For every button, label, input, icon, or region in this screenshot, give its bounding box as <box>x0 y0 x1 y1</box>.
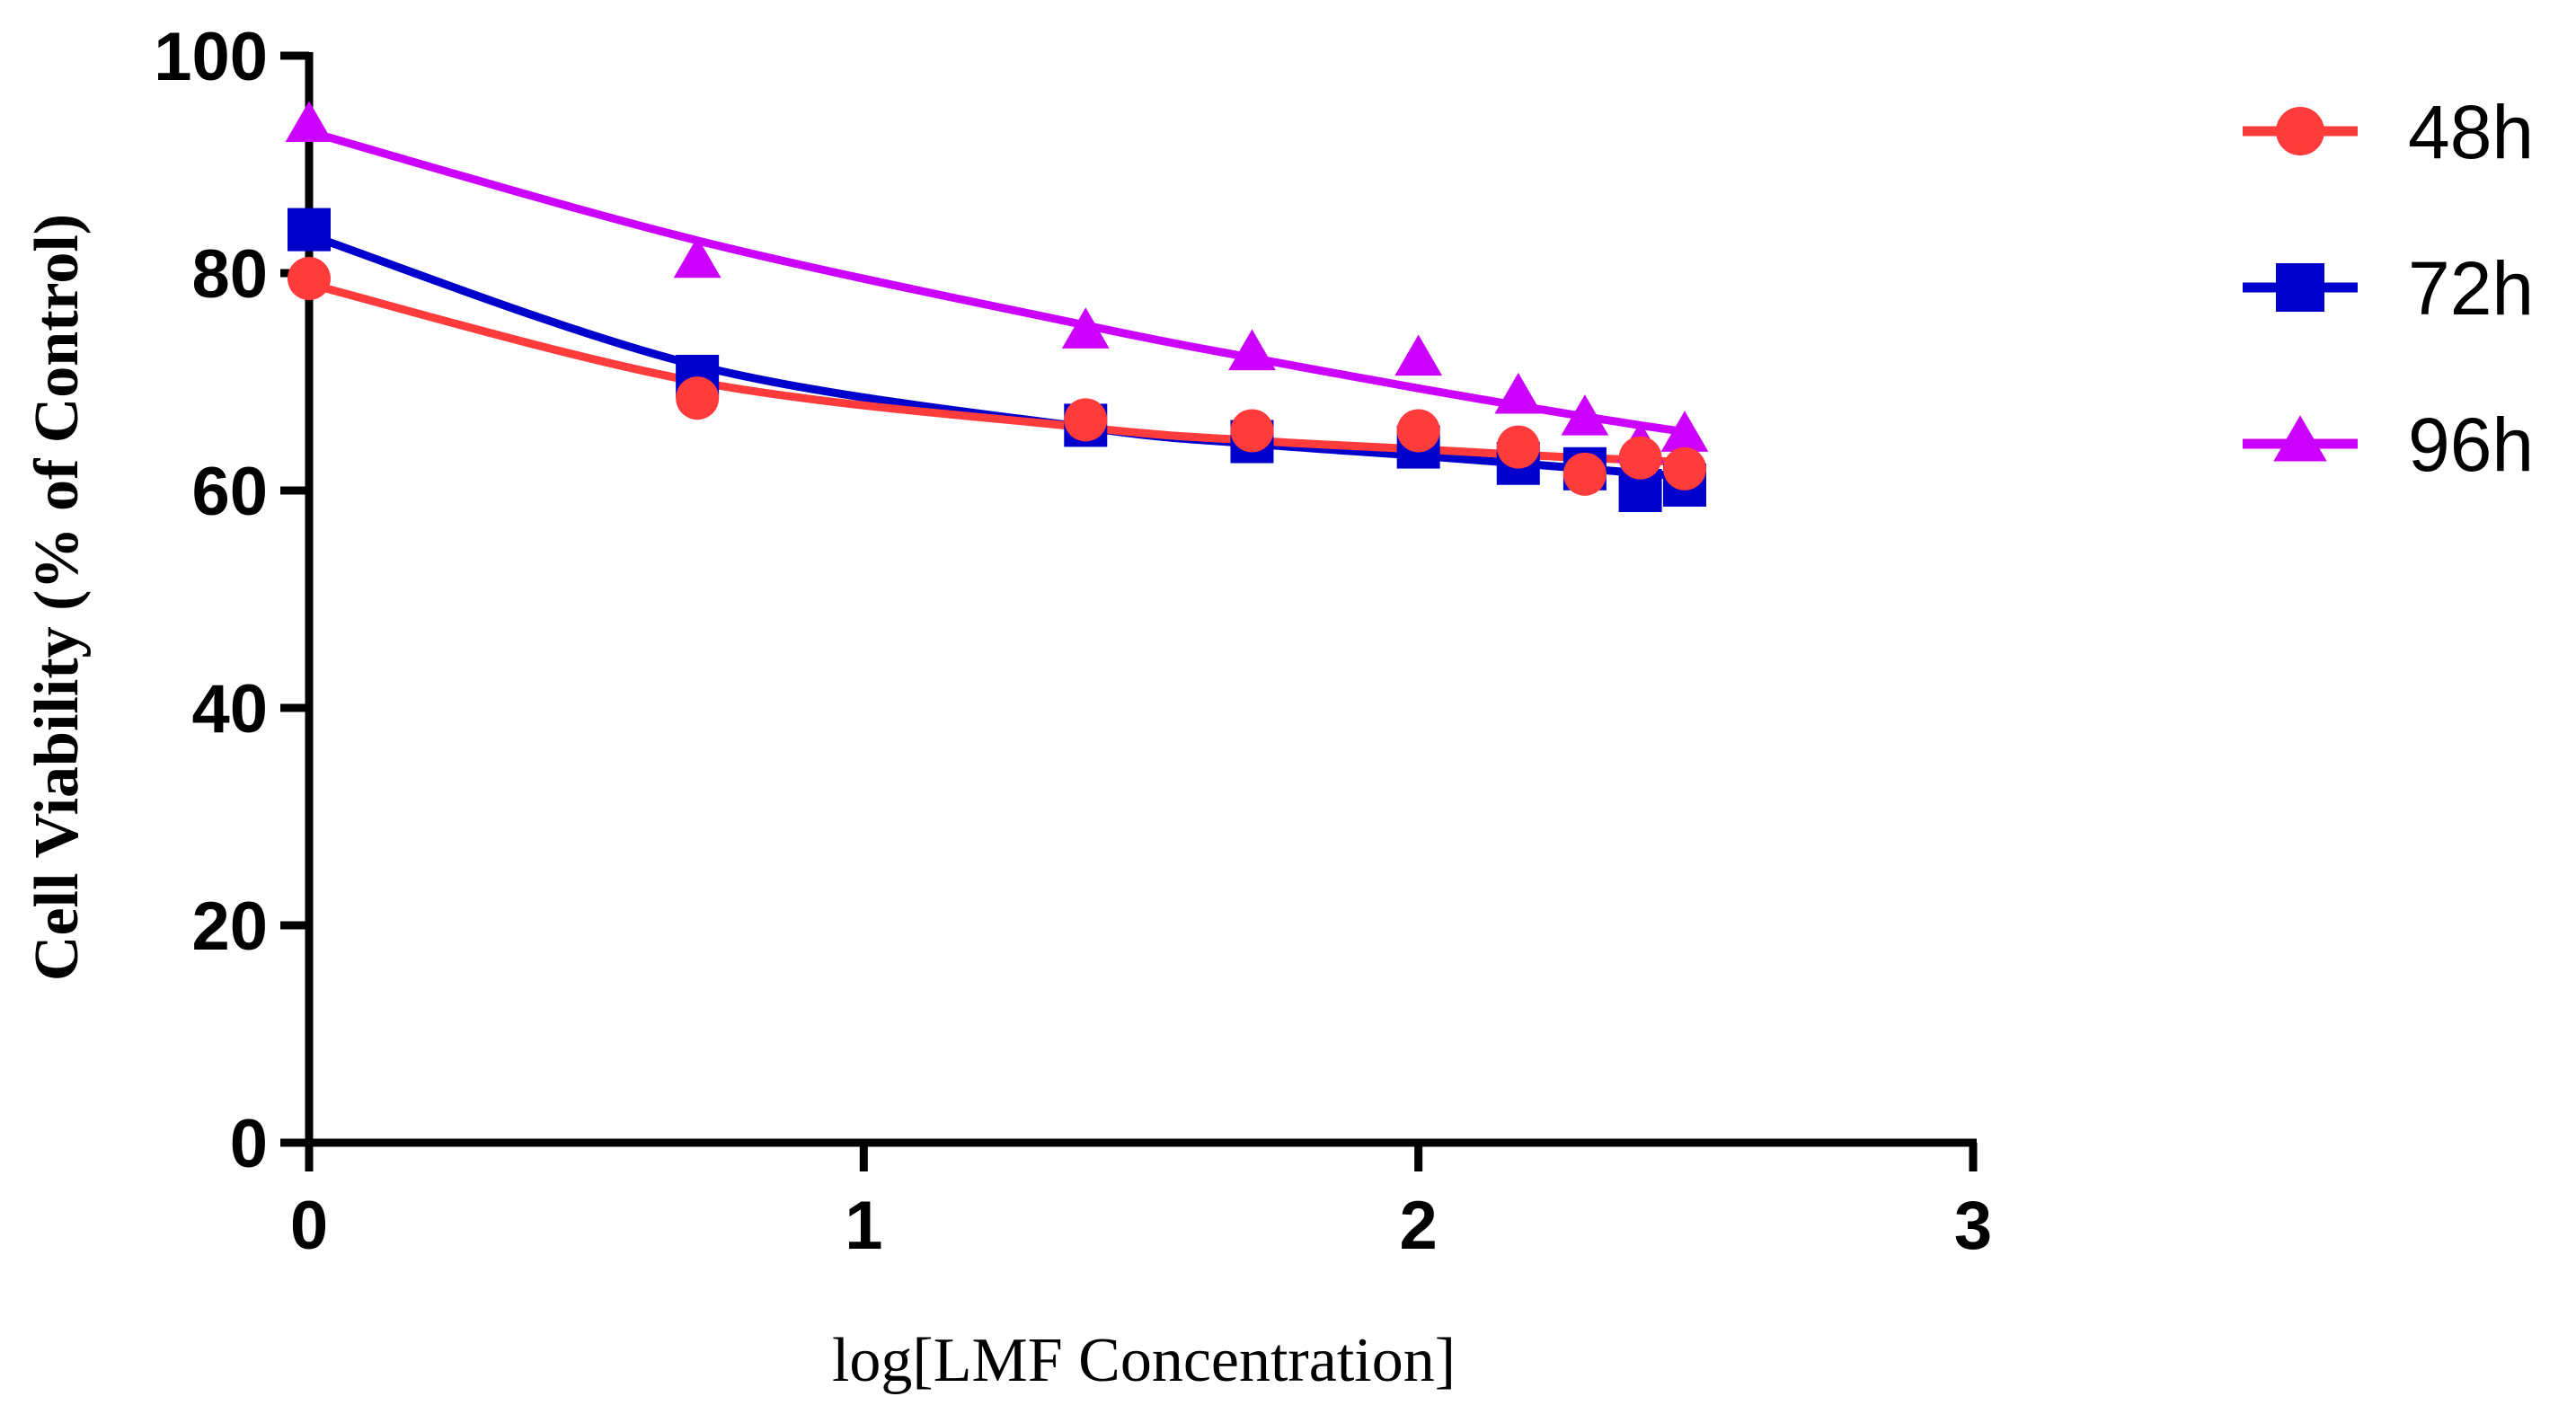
legend-marker-96h <box>2273 415 2327 462</box>
fit-curve-96h <box>305 128 1689 437</box>
data-point-96h <box>1494 372 1543 414</box>
data-point-48h <box>1396 409 1440 453</box>
y-tick-label: 60 <box>191 454 268 530</box>
data-point-48h <box>1618 436 1662 480</box>
data-point-48h <box>1230 409 1274 453</box>
data-point-96h <box>1394 334 1443 376</box>
x-tick-label: 0 <box>290 1188 328 1264</box>
axes: 0 20 40 60 80 100 0 1 2 3 <box>154 19 1992 1264</box>
legend-label-72h: 72h <box>2408 246 2534 331</box>
data-point-48h <box>1496 425 1540 469</box>
legend-marker-48h <box>2276 107 2324 155</box>
legend-label-48h: 48h <box>2408 90 2534 174</box>
y-tick-label: 0 <box>230 1106 268 1182</box>
legend-marker-72h <box>2276 263 2324 312</box>
fit-curve-72h <box>305 231 1689 481</box>
data-point-72h <box>288 208 331 252</box>
data-point-48h <box>676 376 720 420</box>
y-tick-label: 100 <box>154 19 268 95</box>
data-point-96h <box>1228 329 1276 371</box>
data-point-48h <box>288 257 331 301</box>
data-point-48h <box>1562 452 1607 496</box>
legend: 48h 72h 96h <box>2243 90 2534 487</box>
y-tick-label: 20 <box>191 888 268 965</box>
legend-label-96h: 96h <box>2408 402 2534 487</box>
data-point-48h <box>1064 398 1108 442</box>
data-markers <box>285 101 1709 512</box>
y-axis-title: Cell Viability (% of Control) <box>22 214 92 981</box>
y-tick-label: 40 <box>191 671 268 747</box>
data-point-96h <box>673 236 721 278</box>
data-point-48h <box>1662 446 1706 491</box>
data-point-96h <box>1660 411 1709 452</box>
data-point-96h <box>1561 394 1609 436</box>
x-tick-label: 3 <box>1954 1188 1992 1264</box>
y-tick-label: 80 <box>191 236 268 313</box>
data-point-96h <box>285 101 333 142</box>
x-tick-label: 2 <box>1400 1188 1438 1264</box>
fit-curves <box>305 128 1689 481</box>
x-axis-title: log[LMF Concentration] <box>832 1326 1456 1395</box>
x-tick-label: 1 <box>845 1188 882 1264</box>
data-point-96h <box>1061 307 1110 349</box>
